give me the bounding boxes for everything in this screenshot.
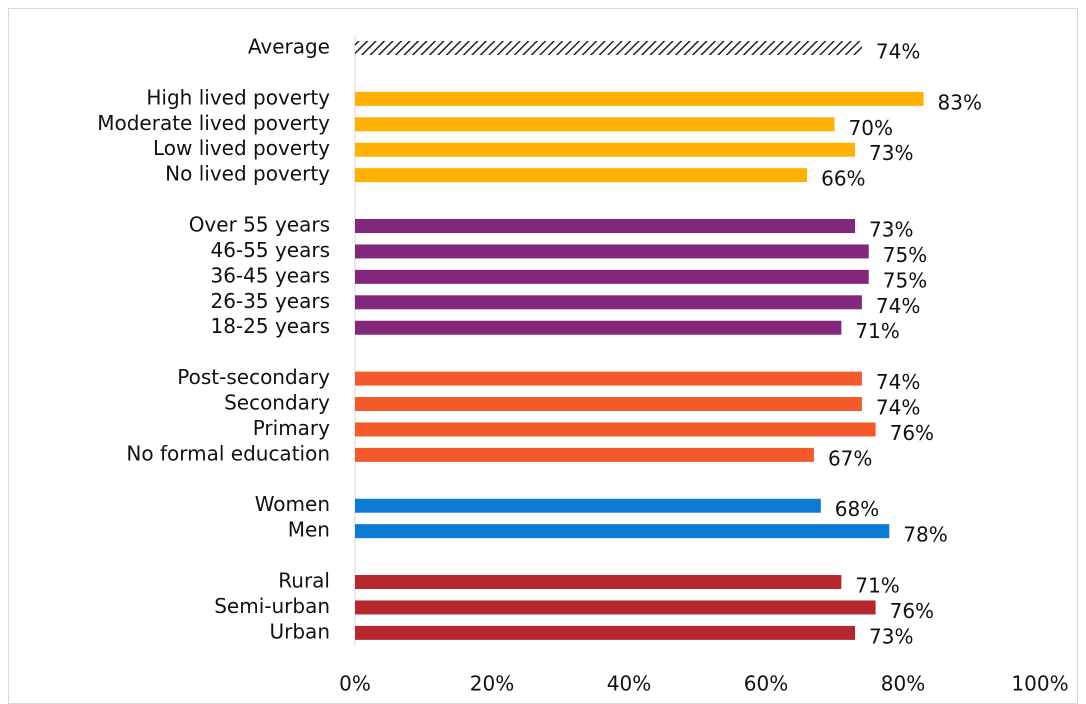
data-label: 76% [890,599,934,623]
bar [355,371,862,386]
data-label: 75% [883,268,927,292]
bar [355,91,924,106]
bar [355,269,869,284]
bar [355,447,814,462]
y-tick-label: Low lived poverty [153,136,330,160]
bar [355,295,862,310]
bar [355,600,876,615]
data-label: 68% [835,497,879,521]
bar [355,524,890,539]
data-label: 74% [876,40,920,64]
y-tick-label: 18-25 years [210,314,330,338]
y-tick-label: 46-55 years [210,238,330,262]
y-tick-label: Over 55 years [189,213,330,237]
x-tick-label: 100% [1011,672,1068,696]
y-tick-label: Rural [278,569,330,593]
data-label: 73% [869,218,913,242]
y-tick-label: High lived poverty [146,85,330,109]
bar [355,168,808,183]
x-tick-label: 60% [744,672,788,696]
y-tick-label: Urban [270,619,331,643]
bar [355,625,856,640]
y-tick-label: Men [288,518,330,542]
data-label: 67% [828,446,872,470]
y-tick-label: Primary [253,416,330,440]
bar [355,142,856,157]
data-label: 71% [855,574,899,598]
bar [355,41,862,55]
x-tick-label: 80% [881,672,925,696]
data-label: 70% [849,116,893,140]
bar [355,320,842,335]
data-label: 75% [883,243,927,267]
y-tick-label: Women [255,492,330,516]
y-tick-label: No lived poverty [165,162,330,186]
y-tick-label: Post-secondary [177,365,330,389]
y-tick-label: Semi-urban [214,594,330,618]
bar [355,244,869,259]
bar [355,498,821,513]
y-tick-label: 36-45 years [210,263,330,287]
bar [355,397,862,412]
data-label: 78% [903,523,947,547]
y-tick-label: Moderate lived poverty [97,111,330,135]
bar [355,422,876,437]
data-label: 73% [869,141,913,165]
bar [355,117,835,132]
data-label: 83% [938,90,982,114]
data-label: 74% [876,294,920,318]
data-label: 66% [821,167,865,191]
y-tick-label: Secondary [224,391,330,415]
x-tick-label: 40% [607,672,651,696]
y-tick-label: 26-35 years [210,289,330,313]
x-tick-label: 20% [470,672,514,696]
y-tick-label: No formal education [126,441,330,465]
y-tick-label: Average [248,35,330,59]
data-label: 74% [876,396,920,420]
data-label: 74% [876,370,920,394]
data-label: 76% [890,421,934,445]
bar [355,575,842,590]
data-label: 73% [869,624,913,648]
x-tick-label: 0% [339,672,371,696]
bar [355,219,856,234]
data-label: 71% [855,319,899,343]
